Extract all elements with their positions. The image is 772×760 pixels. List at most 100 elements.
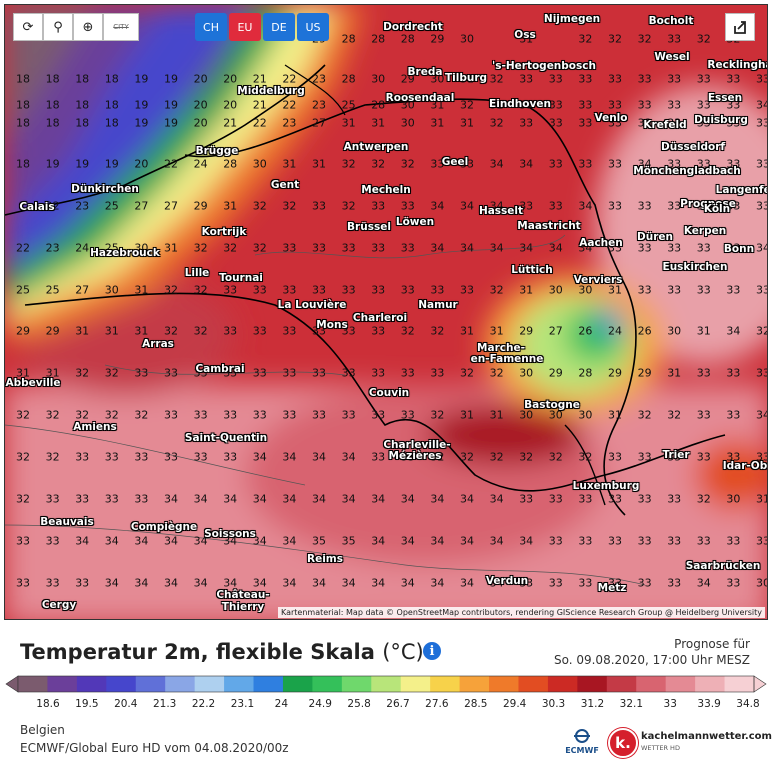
grid-value: 30 xyxy=(371,72,386,86)
grid-value: 27 xyxy=(75,283,90,297)
legend-arrow-high xyxy=(753,675,767,693)
region-button-eu[interactable]: EU xyxy=(229,13,261,41)
grid-value: 33 xyxy=(667,241,682,255)
grid-value: 34 xyxy=(489,492,504,506)
city-label: Lüttich xyxy=(511,264,553,276)
zoom-in-icon[interactable]: ⊕ xyxy=(73,13,103,41)
grid-value: 32 xyxy=(134,408,149,422)
grid-value: 34 xyxy=(282,534,297,548)
grid-value: 31 xyxy=(460,72,474,86)
grid-value: 33 xyxy=(548,98,563,112)
city-label: Kortrijk xyxy=(201,226,247,238)
grid-value: 34 xyxy=(430,534,445,548)
grid-value: 33 xyxy=(548,72,563,86)
grid-value: 25 xyxy=(341,98,356,112)
grid-value: 34 xyxy=(548,241,563,255)
grid-value: 33 xyxy=(637,72,652,86)
city-label: Marche- xyxy=(477,342,525,354)
grid-value: 22 xyxy=(252,116,267,130)
city-label: Tournai xyxy=(219,272,263,284)
temperature-map[interactable]: 29 28 28 28 29 30 31 32 32 32 33 32 32 18 18 18 18 19 19 20… xyxy=(4,4,768,620)
city-label: Amiens xyxy=(73,421,117,433)
grid-value: 30 xyxy=(252,157,267,171)
grid-value: 31 xyxy=(16,366,30,380)
grid-value: 33 xyxy=(519,116,534,130)
grid-value: 34 xyxy=(341,492,356,506)
city-label: Mons xyxy=(316,319,348,331)
legend-label: 24.9 xyxy=(308,698,332,710)
legend-swatch xyxy=(636,676,667,692)
forecast-label: Prognose für xyxy=(674,637,750,651)
grid-value: 31 xyxy=(519,283,534,297)
grid-value: 34 xyxy=(696,576,711,590)
legend-label: 28.5 xyxy=(464,698,488,710)
grid-value: 33 xyxy=(371,324,386,338)
grid-value: 33 xyxy=(667,576,682,590)
grid-value: 34 xyxy=(756,98,767,112)
grid-value: 32 xyxy=(578,450,593,464)
grid-value: 34 xyxy=(223,492,238,506)
region-button-ch[interactable]: CH xyxy=(195,13,227,41)
city-label: Cergy xyxy=(41,599,77,611)
region-button-de[interactable]: DE xyxy=(263,13,295,41)
grid-value: 32 xyxy=(341,157,356,171)
grid-value: 29 xyxy=(16,324,30,338)
grid-value: 34 xyxy=(371,576,386,590)
grid-value: 33 xyxy=(756,199,767,213)
grid-value: 33 xyxy=(460,157,474,171)
grid-value: 34 xyxy=(282,450,297,464)
grid-value: 32 xyxy=(282,199,297,213)
grid-value: 34 xyxy=(578,199,593,213)
location-pin-icon[interactable]: ⚲ xyxy=(43,13,73,41)
grid-value: 32 xyxy=(637,408,652,422)
legend-swatch xyxy=(253,676,284,692)
grid-value: 34 xyxy=(371,534,386,548)
grid-value: 26 xyxy=(578,324,593,338)
grid-value: 33 xyxy=(282,324,297,338)
grid-value: 33 xyxy=(548,492,563,506)
refresh-icon[interactable]: ⟳ xyxy=(13,13,43,41)
grid-value: 33 xyxy=(637,576,652,590)
grid-value: 33 xyxy=(341,324,356,338)
grid-value: 32 xyxy=(756,324,767,338)
grid-value: 23 xyxy=(45,241,60,255)
grid-value: 19 xyxy=(164,72,178,86)
grid-value: 34 xyxy=(312,450,326,464)
grid-value: 33 xyxy=(696,450,711,464)
grid-value: 32 xyxy=(252,199,267,213)
grid-value: 34 xyxy=(252,576,267,590)
legend-swatch xyxy=(695,676,726,692)
grid-value: 32 xyxy=(489,72,504,86)
city-label: Maastricht xyxy=(517,220,581,232)
grid-value: 33 xyxy=(400,199,415,213)
grid-value: 33 xyxy=(637,450,652,464)
grid-value: 24 xyxy=(608,324,622,338)
grid-value: 35 xyxy=(341,534,356,548)
grid-value: 32 xyxy=(16,492,30,506)
grid-value: 33 xyxy=(16,576,30,590)
grid-value: 33 xyxy=(578,116,593,130)
city-label: Arras xyxy=(142,338,174,350)
grid-value: 34 xyxy=(282,576,297,590)
grid-value: 34 xyxy=(104,534,119,548)
region-button-us[interactable]: US xyxy=(297,13,329,41)
grid-value: 34 xyxy=(400,492,415,506)
city-toggle-button[interactable]: CITY xyxy=(103,13,139,41)
grid-value: 33 xyxy=(519,98,534,112)
grid-value: 18 xyxy=(75,98,90,112)
grid-value: 33 xyxy=(696,157,711,171)
grid-value: 34 xyxy=(489,576,504,590)
legend-swatch xyxy=(430,676,461,692)
grid-value: 34 xyxy=(460,199,474,213)
city-label: Lille xyxy=(184,267,210,279)
grid-value: 31 xyxy=(164,241,178,255)
share-button[interactable] xyxy=(725,13,755,41)
grid-value: 33 xyxy=(282,366,297,380)
info-icon[interactable]: i xyxy=(423,642,441,660)
grid-value: 26 xyxy=(637,324,652,338)
grid-value: 34 xyxy=(400,576,415,590)
grid-value: 33 xyxy=(430,157,445,171)
grid-value: 33 xyxy=(104,492,119,506)
city-label: Aachen xyxy=(579,237,623,249)
color-scale-legend xyxy=(5,675,767,693)
